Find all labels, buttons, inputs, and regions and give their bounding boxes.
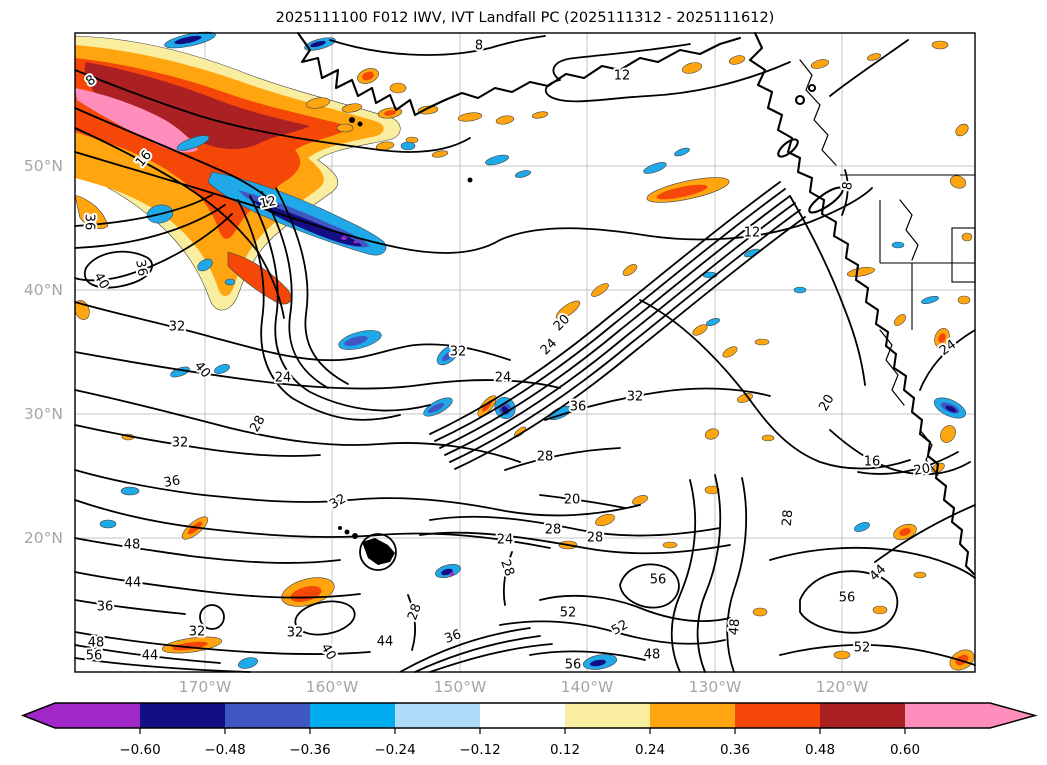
contour-value-label: 36	[570, 400, 587, 415]
contour-value-label: 40	[191, 359, 213, 381]
colorbar-segment	[565, 703, 651, 728]
contour-value-label: 28	[497, 558, 517, 579]
contour-value-label: 24	[275, 371, 292, 386]
iwv-contour-layer	[74, 35, 976, 673]
x-axis: 170°W 160°W 150°W 140°W 130°W 120°W	[179, 678, 869, 696]
colorbar-segment	[55, 703, 141, 728]
contour-value-label: 20	[913, 461, 932, 479]
x-tick-label: 120°W	[816, 678, 869, 696]
y-tick-label: 20°N	[24, 529, 63, 547]
colorbar-tick-label: 0.48	[805, 742, 835, 758]
colorbar: −0.60 −0.48 −0.36 −0.24 −0.12 0.12 0.24 0.36 0.4…	[20, 702, 1038, 758]
contour-value-label: 20	[551, 312, 573, 334]
colorbar-tick-label: 0.60	[890, 742, 920, 758]
positive-anomaly-shading	[74, 35, 975, 671]
colorbar-tick-label: 0.12	[550, 742, 580, 758]
y-tick-label: 30°N	[24, 405, 63, 423]
colorbar-segment	[395, 703, 481, 728]
contour-value-label: 28	[780, 509, 796, 527]
coastline-layer	[296, 31, 976, 576]
contour-value-label: 52	[854, 641, 871, 656]
y-tick-label: 50°N	[24, 157, 63, 175]
colorbar-tick-label: 0.36	[720, 742, 750, 758]
colorbar-segment	[650, 703, 736, 728]
colorbar-tick-label: −0.24	[374, 742, 415, 758]
contour-value-label: 56	[650, 573, 667, 588]
y-axis: 50°N 40°N 30°N 20°N	[24, 157, 63, 547]
contour-value-label: 8	[840, 181, 856, 192]
x-tick-label: 150°W	[434, 678, 487, 696]
colorbar-segment	[310, 703, 396, 728]
contour-value-label: 48	[88, 636, 105, 651]
contour-value-label: 48	[124, 538, 141, 553]
contour-value-label: 28	[537, 450, 554, 465]
y-tick-label: 40°N	[24, 281, 63, 299]
contour-value-label: 28	[247, 413, 268, 435]
contour-value-label: 32	[169, 320, 186, 335]
colorbar-segment	[735, 703, 821, 728]
contour-value-label: 32	[287, 626, 304, 641]
contour-value-label: 44	[142, 649, 159, 664]
colorbar-tick-label: −0.60	[119, 742, 160, 758]
colorbar-tick-label: 0.24	[635, 742, 665, 758]
contour-value-label: 36	[97, 600, 114, 615]
contour-value-label: 40	[90, 270, 111, 292]
contour-value-label: 44	[377, 635, 394, 650]
contour-value-label: 36	[82, 214, 97, 231]
contour-value-label: 36	[132, 259, 150, 278]
contour-value-label: 40	[317, 641, 338, 663]
contour-value-label: 52	[560, 606, 577, 621]
colorbar-tick-label: −0.36	[289, 742, 330, 758]
colorbar-segment	[140, 703, 226, 728]
plot-frame	[74, 32, 976, 673]
x-tick-label: 130°W	[689, 678, 742, 696]
contour-value-label: 24	[495, 371, 512, 386]
x-tick-label: 160°W	[306, 678, 359, 696]
x-tick-label: 170°W	[179, 678, 232, 696]
contour-value-label: 48	[644, 648, 661, 663]
contour-value-label: 32	[627, 390, 644, 405]
contour-value-label: 36	[163, 473, 182, 491]
contour-value-label: 32	[327, 491, 349, 512]
colorbar-extend-right-arrow	[990, 703, 1035, 728]
contour-value-label: 24	[497, 533, 514, 548]
contour-value-label: 44	[125, 576, 142, 591]
colorbar-outline	[20, 702, 1038, 729]
contour-value-label: 32	[189, 625, 206, 640]
contour-value-label: 12	[744, 226, 761, 241]
contour-value-label: 56	[839, 591, 856, 606]
contour-value-label: 56	[86, 649, 103, 664]
contour-value-label: 28	[545, 523, 562, 538]
contour-value-label: 12	[258, 194, 277, 212]
contour-value-label: 24	[538, 336, 560, 358]
contour-value-label: 16	[864, 455, 881, 470]
contour-value-label: 20	[816, 392, 837, 414]
contour-value-label: 48	[727, 618, 743, 636]
contour-value-label: 28	[587, 531, 604, 546]
map-plot-area: 8881212121616364036322428324032242024363…	[74, 31, 976, 675]
colorbar-segment	[480, 703, 566, 728]
colorbar-segment	[225, 703, 311, 728]
colorbar-extend-left-arrow	[23, 703, 55, 728]
hawaii-islands	[362, 538, 395, 565]
contour-value-label: 8	[475, 39, 483, 54]
colorbar-tick-label: −0.48	[204, 742, 245, 758]
contour-value-label: 12	[614, 69, 631, 84]
contour-value-label: 32	[172, 436, 189, 451]
contour-value-label: 28	[405, 602, 425, 623]
contour-labels-layer: 8881212121616364036322428324032242024363…	[80, 37, 962, 675]
colorbar-segment	[820, 703, 906, 728]
contour-value-label: 56	[565, 658, 582, 673]
contour-value-label: 20	[564, 493, 581, 508]
colorbar-segment	[905, 703, 991, 728]
contour-value-label: 32	[450, 345, 467, 360]
colorbar-tick-label: −0.12	[459, 742, 500, 758]
chart-title: 2025111100 F012 IWV, IVT Landfall PC (20…	[276, 10, 775, 26]
x-tick-label: 140°W	[561, 678, 614, 696]
